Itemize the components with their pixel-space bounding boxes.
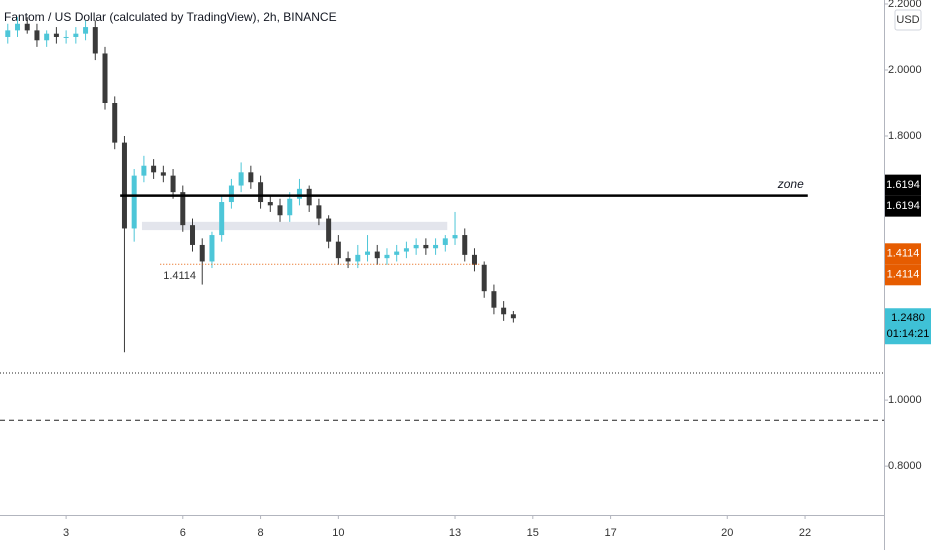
candle-body [24,23,30,31]
candle-body [296,188,302,199]
candle-body [365,251,371,255]
candle-body [316,205,322,219]
price-tag [885,243,921,265]
candle-body [423,244,429,249]
candle-body [34,30,40,41]
chart-title: Fantom / US Dollar (calculated by Tradin… [4,10,337,24]
candle-body [471,254,477,265]
candle-body [190,225,196,245]
y-tick-label: 1.0000 [888,394,922,406]
candle-body [141,165,147,176]
candle-body [355,254,361,262]
candle-body [63,36,69,38]
candle-body [102,53,108,103]
candle-body [510,314,516,319]
y-tick-label: 0.8000 [888,460,922,472]
currency-box[interactable] [894,9,922,31]
price-tag-label: 1.4114 [887,269,920,281]
candle-body [151,165,157,173]
price-tag [885,174,921,196]
candle-body [83,27,89,34]
candle-body [219,202,225,236]
candle-body [462,235,468,255]
candle-body [170,175,176,193]
candle-body [180,192,186,226]
candle-body [501,307,507,315]
x-tick-label: 22 [799,527,811,539]
price-tag-label: 1.4114 [887,248,920,260]
candle-body [92,27,98,54]
candle-body [199,244,205,262]
currency: USD [896,14,919,26]
last-price-label: 1.2480 [891,312,925,324]
candle-body [15,23,21,31]
candle-body [121,142,127,229]
candle-body [5,30,11,37]
price-tag [885,264,921,286]
candle-body [442,238,448,245]
candle-body [160,172,166,176]
candle-body [112,103,118,143]
candle-body [228,185,234,203]
highlight-zone [141,221,448,231]
candle-body [433,244,439,249]
x-tick-label: 8 [258,527,264,539]
last-price-tag [885,308,931,345]
x-tick-label: 20 [721,527,733,539]
x-tick-label: 13 [449,527,461,539]
candle-body [326,218,332,242]
candle-body [374,251,380,259]
candle-body [335,241,341,259]
candle-body [248,172,254,183]
candle-body [403,248,409,252]
x-tick-label: 17 [604,527,616,539]
candle-body [238,172,244,186]
candle-body [452,235,458,239]
x-tick-label: 10 [332,527,344,539]
candle-body [44,33,50,41]
candle-body [209,235,215,262]
y-tick-label: 2.0000 [888,64,922,76]
candle-body [481,264,487,292]
line-value-label: 1.4114 [163,270,196,282]
candle-body [306,188,312,206]
price-tag-label: 1.6194 [886,200,920,212]
x-tick-label: 3 [63,527,69,539]
candle-body [267,202,273,206]
candle-body [258,182,264,203]
candle-body [131,175,137,229]
candle-body [73,33,79,37]
candle-body [413,244,419,249]
price-tag [885,195,921,217]
y-tick-label: 1.8000 [888,130,922,142]
candle-body [384,254,390,259]
candle-body [277,205,283,216]
price-tag-label: 1.6194 [886,179,920,191]
candle-body [287,198,293,216]
candle-body [491,291,497,308]
countdown: 01:14:21 [887,328,930,340]
x-tick-label: 6 [180,527,186,539]
y-tick-label: 2.2000 [888,0,922,10]
candle-body [53,33,59,37]
line-label: zone [777,177,804,191]
x-tick-label: 15 [527,527,539,539]
candle-body [394,251,400,255]
candle-body [345,258,351,262]
